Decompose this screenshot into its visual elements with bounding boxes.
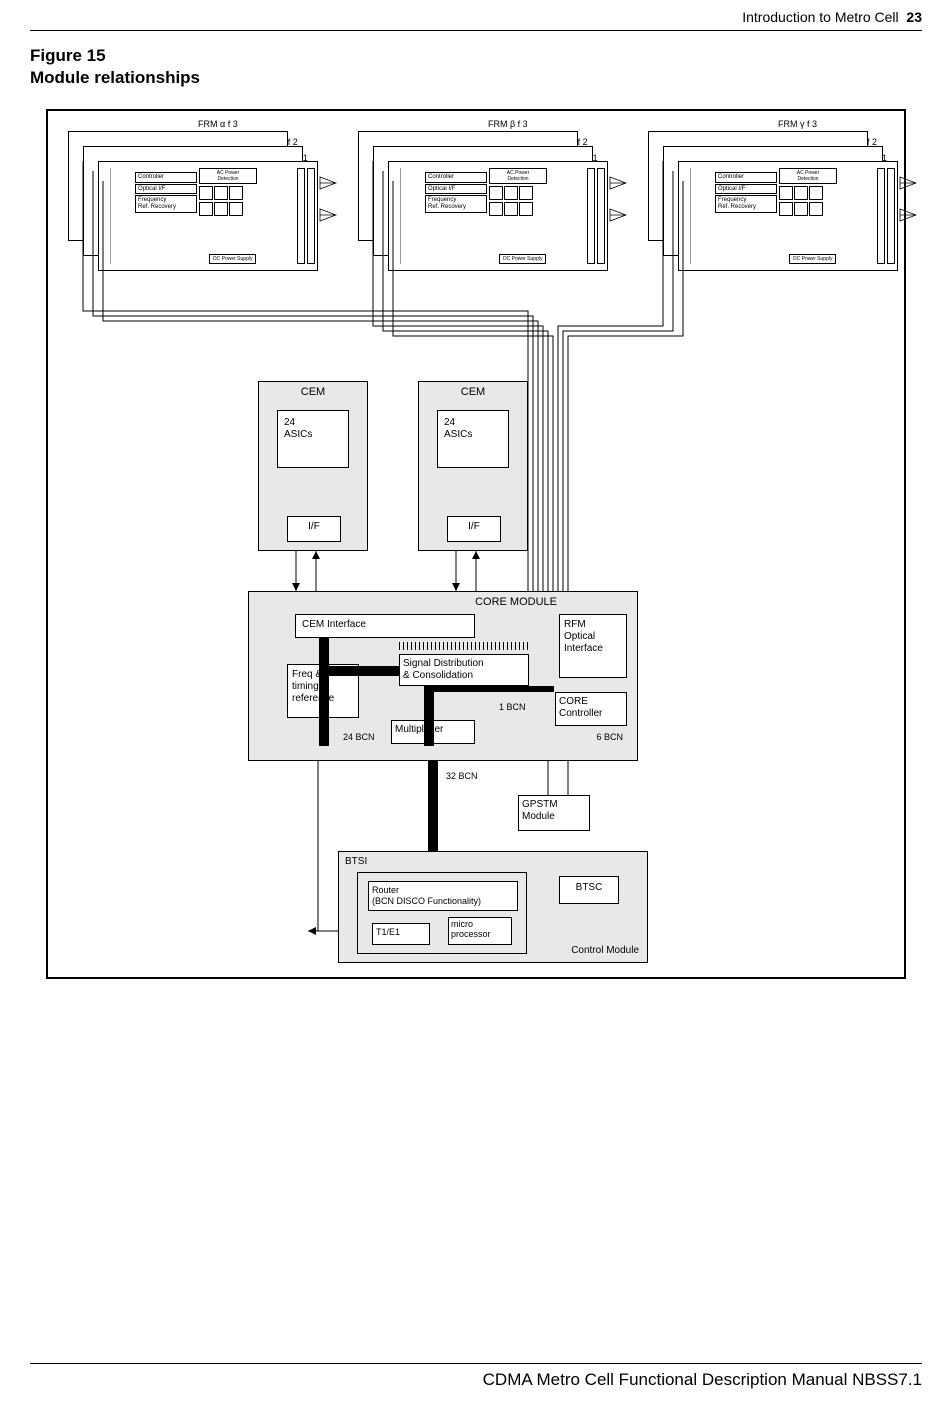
frm-gamma-f3-label: FRM γ f 3 — [778, 119, 817, 129]
frm-freqref: Frequency Ref. Recovery — [715, 195, 777, 212]
figure-title: Module relationships — [30, 67, 922, 89]
cem-title: CEM — [259, 386, 367, 398]
frm-gamma-stack: FRM γ f 3 FRM γ f 2 FRM γ f 1 Controller… — [648, 131, 908, 291]
rfm-optical-interface: RFM Optical Interface — [559, 614, 627, 678]
antenna-icon — [899, 208, 917, 222]
core-title: CORE MODULE — [475, 596, 557, 608]
antenna-icon — [609, 208, 627, 222]
frm-alpha-f3-label: FRM α f 3 — [198, 119, 238, 129]
bcn-32: 32 BCN — [446, 771, 478, 781]
cem-title: CEM — [419, 386, 527, 398]
cem-asics: 24 ASICs — [277, 410, 349, 468]
router-line2: (BCN DISCO Functionality) — [372, 896, 514, 906]
antenna-icon — [899, 176, 917, 190]
frm-acpower: AC Power Detection — [779, 168, 837, 184]
signal-distribution: Signal Distribution & Consolidation — [399, 654, 529, 686]
page-number: 23 — [906, 9, 922, 25]
frm-freqref: Frequency Ref. Recovery — [135, 195, 197, 212]
btsi-label: BTSI — [345, 856, 367, 867]
core-controller: CORE Controller — [555, 692, 627, 726]
bcn-1: 1 BCN — [499, 702, 526, 712]
cem-asics: 24 ASICs — [437, 410, 509, 468]
cem-interface: CEM Interface — [295, 614, 475, 638]
frm-gamma-f1: Controller Optical I/F Frequency Ref. Re… — [678, 161, 898, 271]
antenna-icon — [319, 208, 337, 222]
frm-optical: Optical I/F — [425, 184, 487, 195]
section-name: Introduction to Metro Cell — [742, 9, 898, 25]
cem-if: I/F — [287, 516, 341, 542]
frm-acpower: AC Power Detection — [199, 168, 257, 184]
frm-dcpower: DC Power Supply — [499, 254, 546, 264]
frm-controller: Controller — [425, 172, 487, 183]
control-module-label: Control Module — [571, 945, 639, 956]
t1e1: T1/E1 — [372, 923, 430, 945]
bcn-24: 24 BCN — [343, 732, 375, 742]
control-module: BTSI Control Module Router (BCN DISCO Fu… — [338, 851, 648, 963]
bcn-6: 6 BCN — [596, 732, 623, 742]
frm-dcpower: DC Power Supply — [209, 254, 256, 264]
btsi: Router (BCN DISCO Functionality) T1/E1 m… — [357, 872, 527, 954]
hatch-pattern — [399, 642, 529, 650]
core-module: CORE MODULE CEM Interface RFM Optical In… — [248, 591, 638, 761]
frm-freqref: Frequency Ref. Recovery — [425, 195, 487, 212]
router-line1: Router — [372, 885, 514, 895]
gpstm-module: GPSTM Module — [518, 795, 590, 831]
frm-beta-stack: FRM β f 3 FRM β f 2 FRM β f 1 Controller… — [358, 131, 618, 291]
figure-number: Figure 15 — [30, 45, 922, 67]
frm-alpha-stack: FRM α f 3 FRM α f 2 FRM α f 1 Controller… — [68, 131, 328, 291]
microprocessor: micro processor — [448, 917, 512, 945]
frm-dcpower: DC Power Supply — [789, 254, 836, 264]
router: Router (BCN DISCO Functionality) — [368, 881, 518, 911]
frm-controller: Controller — [135, 172, 197, 183]
frm-optical: Optical I/F — [135, 184, 197, 195]
frm-optical: Optical I/F — [715, 184, 777, 195]
cem-b: CEM 24 ASICs I/F — [418, 381, 528, 551]
cem-if: I/F — [447, 516, 501, 542]
frm-beta-f1: Controller Optical I/F Frequency Ref. Re… — [388, 161, 608, 271]
frm-beta-f3-label: FRM β f 3 — [488, 119, 528, 129]
diagram: FRM α f 3 FRM α f 2 FRM α f 1 Controller… — [46, 109, 906, 979]
frm-acpower: AC Power Detection — [489, 168, 547, 184]
antenna-icon — [319, 176, 337, 190]
figure-caption: Figure 15 Module relationships — [30, 45, 922, 89]
cem-a: CEM 24 ASICs I/F — [258, 381, 368, 551]
btsc: BTSC — [559, 876, 619, 904]
footer: CDMA Metro Cell Functional Description M… — [483, 1370, 922, 1390]
antenna-icon — [609, 176, 627, 190]
page-header: Introduction to Metro Cell 23 — [30, 9, 922, 25]
frm-alpha-f1: Controller Optical I/F Frequency Ref. Re… — [98, 161, 318, 271]
frm-controller: Controller — [715, 172, 777, 183]
